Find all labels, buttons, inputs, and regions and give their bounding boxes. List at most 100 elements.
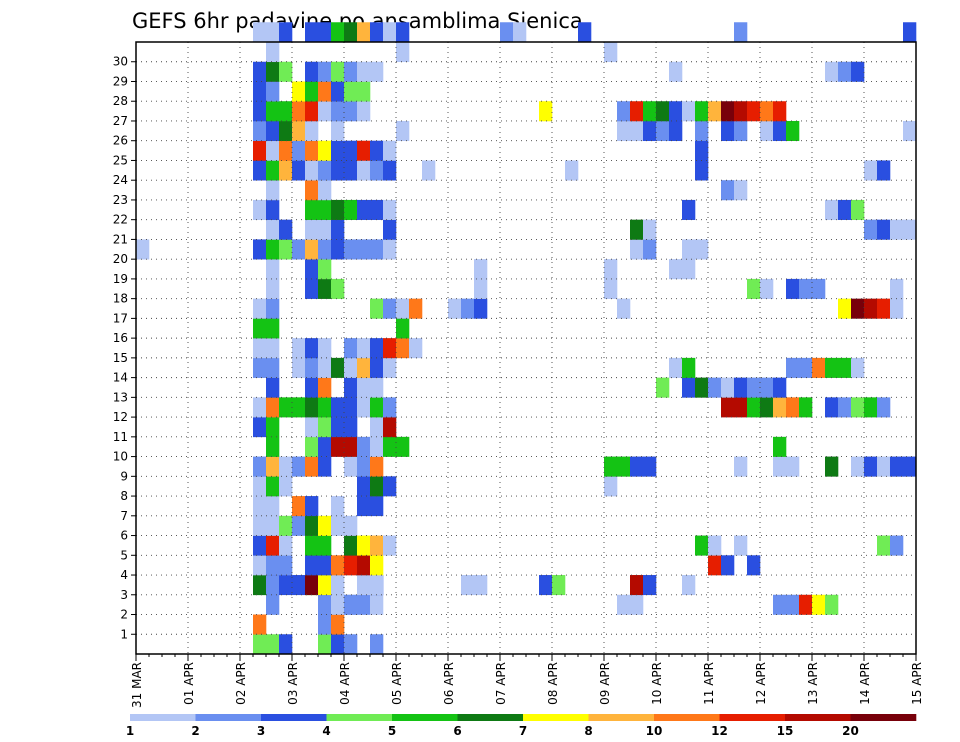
heatmap-cell <box>266 219 280 240</box>
heatmap-cell <box>305 180 319 201</box>
heatmap-cell <box>903 22 917 43</box>
heatmap-cell <box>708 535 722 556</box>
heatmap-cell <box>305 239 319 260</box>
heatmap-cell <box>266 298 280 319</box>
heatmap-cell <box>370 456 384 477</box>
heatmap-cell <box>253 575 267 596</box>
heatmap-cell <box>630 101 644 122</box>
heatmap-cell <box>266 357 280 378</box>
heatmap-cell <box>799 594 813 615</box>
heatmap-cell <box>695 140 709 161</box>
heatmap-cell <box>357 338 371 359</box>
heatmap-cell <box>708 555 722 576</box>
y-tick-label: 25 <box>113 153 128 167</box>
colorbar-label: 1 <box>126 724 134 738</box>
colorbar-swatch <box>392 714 458 721</box>
heatmap-cell <box>812 594 826 615</box>
heatmap-cell <box>617 120 631 142</box>
heatmap-cell <box>331 417 345 438</box>
heatmap-cell <box>682 101 696 122</box>
heatmap-cell <box>253 456 267 477</box>
heatmap-cell <box>474 259 488 280</box>
heatmap-cell <box>383 397 397 418</box>
heatmap-cell <box>305 436 319 457</box>
heatmap-cell <box>318 180 332 201</box>
x-tick-label: 15 APR <box>910 662 924 705</box>
colorbar-label: 2 <box>191 724 199 738</box>
heatmap-cell <box>539 101 553 122</box>
heatmap-cell <box>825 357 839 378</box>
heatmap-cell <box>344 199 358 220</box>
y-tick-label: 21 <box>113 232 128 246</box>
heatmap-cell <box>357 377 371 398</box>
heatmap-cell <box>357 535 371 556</box>
heatmap-cell <box>760 377 774 398</box>
heatmap-cell <box>266 456 280 477</box>
heatmap-cell <box>344 456 358 477</box>
heatmap-cell <box>318 61 332 82</box>
heatmap-cell <box>305 575 319 596</box>
heatmap-cell <box>903 219 917 240</box>
heatmap-cell <box>734 397 748 418</box>
heatmap-cell <box>877 456 891 477</box>
heatmap-cell <box>656 120 670 142</box>
heatmap-cell <box>318 259 332 280</box>
heatmap-cell <box>266 180 280 201</box>
heatmap-cell <box>266 160 280 181</box>
heatmap-cell <box>253 120 267 142</box>
heatmap-cell <box>370 397 384 418</box>
heatmap-cell <box>357 61 371 82</box>
heatmap-cell <box>292 140 306 161</box>
heatmap-cell <box>253 199 267 220</box>
heatmap-cell <box>305 22 319 43</box>
colorbar-label: 15 <box>777 724 794 738</box>
heatmap-cell <box>669 357 683 378</box>
heatmap-cell <box>266 397 280 418</box>
x-tick-label: 09 APR <box>598 662 612 705</box>
heatmap-cell <box>799 278 813 299</box>
heatmap-cell <box>708 101 722 122</box>
y-tick-label: 22 <box>113 213 128 227</box>
heatmap-cell <box>383 298 397 319</box>
heatmap-cell <box>747 555 761 576</box>
heatmap-cell <box>721 377 735 398</box>
heatmap-cell <box>812 278 826 299</box>
heatmap-cell <box>383 219 397 240</box>
heatmap-cell <box>370 377 384 398</box>
heatmap-cell <box>721 120 735 142</box>
heatmap-cell <box>747 397 761 418</box>
heatmap-cell <box>318 338 332 359</box>
heatmap-cell <box>786 456 800 477</box>
heatmap-cell <box>305 377 319 398</box>
heatmap-cell <box>396 298 410 319</box>
colorbar-swatch <box>654 714 720 721</box>
heatmap-cell <box>669 101 683 122</box>
heatmap-cell <box>344 397 358 418</box>
heatmap-cell <box>877 219 891 240</box>
y-tick-label: 28 <box>113 94 128 108</box>
colorbar-swatch <box>261 714 327 721</box>
heatmap-cell <box>357 496 371 517</box>
heatmap-cell <box>734 22 748 43</box>
heatmap-cell <box>812 357 826 378</box>
colorbar-swatch <box>326 714 393 721</box>
colorbar-swatch <box>588 714 655 721</box>
heatmap-cell <box>370 298 384 319</box>
heatmap-cell <box>292 81 306 102</box>
heatmap-cell <box>539 575 553 596</box>
heatmap-cell <box>357 555 371 576</box>
gridlines <box>136 42 916 654</box>
y-tick-label: 11 <box>113 430 128 444</box>
heatmap-cell <box>279 456 293 477</box>
y-tick-label: 1 <box>120 627 128 641</box>
heatmap-cell <box>318 535 332 556</box>
heatmap-cell <box>331 278 345 299</box>
heatmap-cell <box>331 199 345 220</box>
heatmap-cell <box>318 199 332 220</box>
heatmap-cell <box>266 120 280 142</box>
x-tick-label: 06 APR <box>442 662 456 705</box>
heatmap-cell <box>630 594 644 615</box>
heatmap-cell <box>331 219 345 240</box>
heatmap-cell <box>630 239 644 260</box>
heatmap-cell <box>253 496 267 517</box>
